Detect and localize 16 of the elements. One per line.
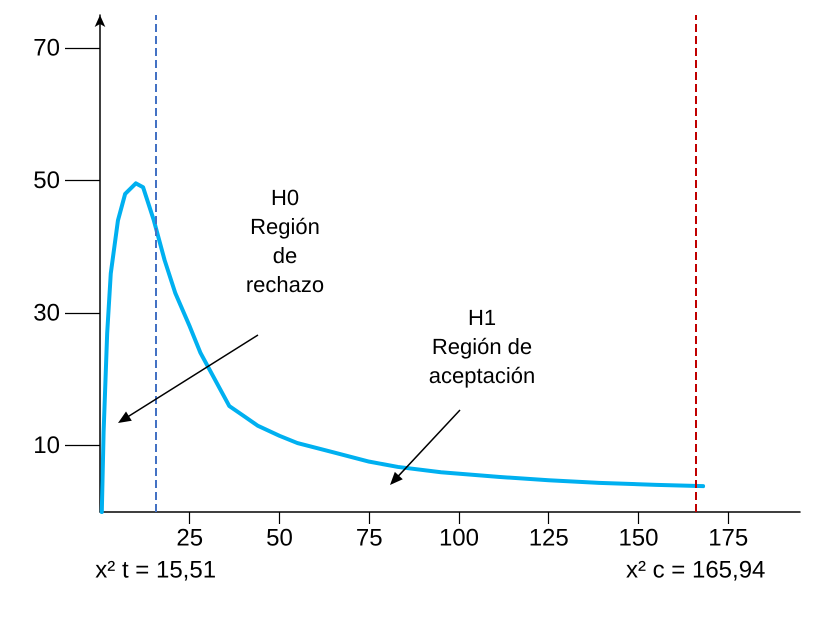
x-tick-label: 75 <box>356 524 383 552</box>
y-tick-label: 50 <box>33 167 60 194</box>
ref-line-label: x² t = 15,51 <box>95 556 216 584</box>
line-series <box>100 181 706 514</box>
y-tick-label: 70 <box>33 34 60 62</box>
ref-line-label: x² c = 165,94 <box>626 556 766 584</box>
annotation: H1 Región de aceptación <box>428 305 536 388</box>
x-tick-label: 50 <box>266 524 293 552</box>
x-tick-label: 100 <box>438 524 479 552</box>
x-tick-label: 175 <box>708 524 748 552</box>
x-tick-label: 125 <box>528 524 569 552</box>
y-tick-label: 10 <box>33 432 60 460</box>
x-tick-label: 25 <box>176 524 204 552</box>
x-tick-label: 150 <box>618 524 658 552</box>
y-tick-label: 30 <box>33 300 60 327</box>
annotation: H0 Región de rechazo <box>246 185 324 297</box>
